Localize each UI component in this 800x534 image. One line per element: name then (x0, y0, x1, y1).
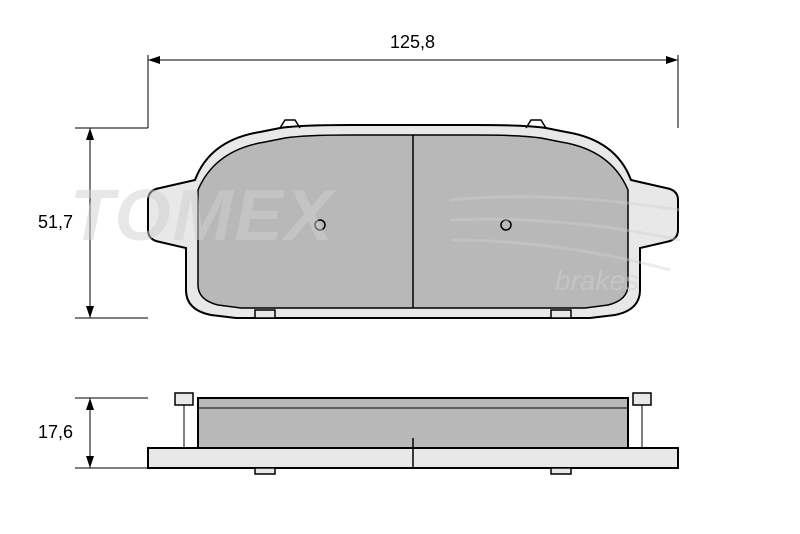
thickness-label: 17,6 (38, 422, 73, 443)
thickness-dimension (75, 398, 148, 468)
brake-pad-side-view (148, 393, 678, 474)
height-dimension (75, 128, 148, 318)
brake-pad-front-view (148, 120, 678, 318)
width-dimension (148, 55, 678, 128)
technical-drawing (0, 0, 800, 534)
width-label: 125,8 (390, 32, 435, 53)
height-label: 51,7 (38, 212, 73, 233)
